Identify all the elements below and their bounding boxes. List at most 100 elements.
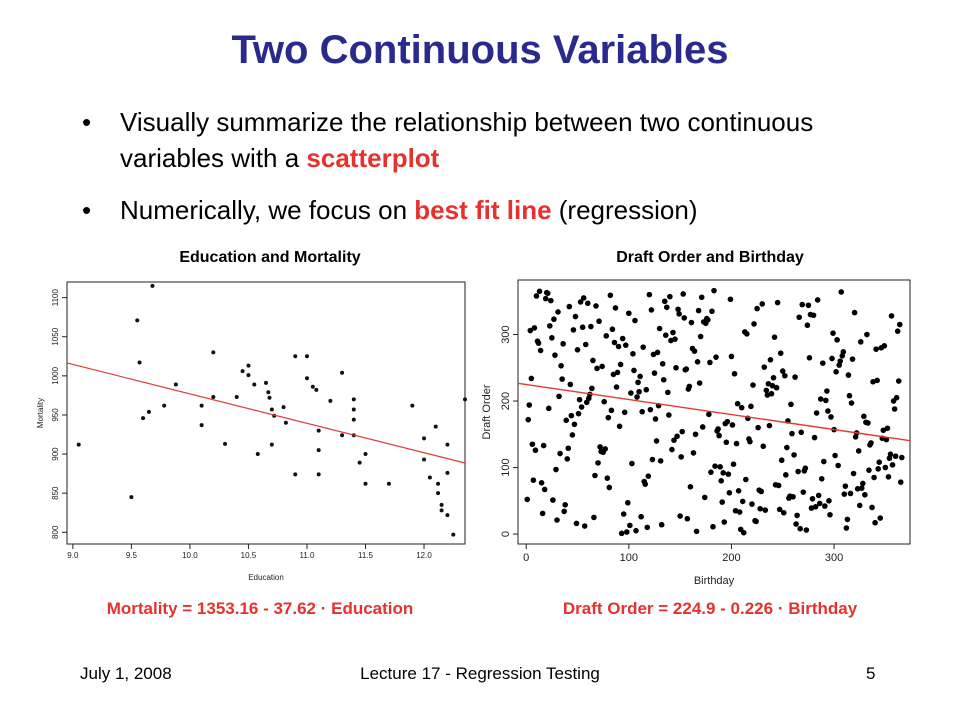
scatter-point — [858, 485, 865, 491]
scatter-point — [707, 359, 713, 366]
scatter-point — [837, 358, 844, 364]
scatter-point — [565, 445, 572, 452]
scatter-point — [754, 305, 760, 312]
scatter-point — [815, 492, 822, 499]
scatter-point — [865, 420, 871, 426]
scatter-point — [811, 434, 818, 441]
scatter-point — [800, 489, 807, 495]
scatter-point — [701, 494, 708, 501]
scatter-point — [723, 439, 730, 446]
scatter-point — [877, 515, 884, 521]
scatter-point — [445, 513, 450, 518]
scatter-point — [760, 443, 767, 450]
scatter-point — [665, 389, 671, 396]
equation-draft: Draft Order = 224.9 - 0.226 · Birthday — [562, 599, 858, 618]
scatter-point — [316, 472, 321, 477]
scatter-point — [687, 484, 694, 490]
scatter-point — [861, 413, 867, 420]
scatter-point — [696, 380, 703, 386]
scatter-point — [840, 349, 847, 355]
scatter-point — [595, 460, 601, 466]
scatter-point — [747, 438, 753, 445]
scatter-point — [647, 406, 654, 413]
scatter-point — [833, 368, 839, 375]
scatter-point — [881, 343, 888, 349]
scatter-point — [316, 428, 321, 433]
scatter-point — [552, 352, 558, 358]
scatter-point — [422, 436, 427, 441]
scatter-point — [885, 474, 892, 480]
scatter-point — [848, 400, 855, 406]
scatter-point — [638, 513, 644, 520]
x-tick-label: 12.0 — [416, 551, 432, 560]
scatter-point — [575, 410, 582, 417]
scatter-point — [616, 423, 623, 430]
scatter-point — [697, 333, 704, 340]
scatter-point — [743, 476, 749, 483]
scatter-point — [614, 369, 621, 376]
scatter-point — [619, 335, 626, 342]
scatter-point — [673, 364, 679, 371]
scatter-point — [555, 309, 561, 315]
scatter-point — [672, 336, 678, 342]
scatter-point — [727, 296, 734, 303]
scatter-point — [892, 453, 899, 460]
scatter-point — [778, 457, 785, 464]
scatter-point — [739, 498, 746, 505]
scatter-point — [819, 360, 826, 366]
bullet-highlight: best fit line — [414, 195, 552, 225]
scatter-point — [838, 289, 845, 295]
x-tick-label: 10.5 — [241, 551, 257, 560]
scatter-point — [557, 450, 563, 457]
scatter-point — [589, 385, 595, 392]
scatter-point — [871, 474, 877, 481]
scatter-point — [549, 335, 555, 341]
scatter-point — [663, 304, 670, 311]
scatter-point — [433, 424, 438, 429]
scatter-point — [563, 417, 570, 424]
scatter-point — [141, 416, 146, 421]
scatter-point — [824, 388, 830, 394]
plot-title-draft: Draft Order and Birthday — [616, 249, 804, 266]
scatter-point — [864, 331, 870, 338]
scatter-point — [826, 497, 832, 504]
scatter-point — [710, 523, 716, 530]
scatter-point — [573, 520, 580, 527]
scatter-point — [856, 502, 863, 509]
scatter-point — [630, 351, 636, 357]
scatter-point — [887, 451, 894, 458]
scatter-point — [828, 414, 834, 420]
scatter-point — [846, 392, 853, 399]
scatter-point — [691, 348, 698, 354]
scatter-point — [740, 529, 747, 536]
scatter-point — [873, 346, 879, 352]
scatter-point — [771, 334, 778, 340]
scatter-point — [603, 333, 610, 339]
scatter-point — [629, 460, 635, 467]
scatter-point — [719, 499, 726, 505]
scatter-point — [818, 476, 825, 482]
scatter-point — [866, 467, 872, 473]
scatter-point — [698, 294, 705, 301]
scatter-point — [659, 360, 666, 367]
scatter-point — [223, 441, 228, 446]
scatter-point — [693, 528, 700, 535]
scatter-point — [607, 292, 614, 299]
scatter-point — [705, 317, 711, 323]
scatter-point — [854, 486, 861, 492]
scatter-point — [671, 437, 677, 444]
scatter-point — [255, 452, 260, 457]
scatter-point — [537, 347, 544, 354]
scatter-point — [795, 468, 801, 475]
scatter-point — [751, 321, 757, 327]
scatter-point — [817, 396, 824, 402]
scatter-point — [766, 422, 773, 429]
scatter-point — [570, 327, 577, 333]
scatter-point — [340, 370, 345, 375]
scatter-point — [643, 386, 650, 393]
x-tick-label: 0 — [523, 552, 529, 564]
scatter-point — [882, 464, 889, 471]
scatter-point — [889, 462, 896, 468]
scatter-point — [613, 384, 620, 390]
scatter-point — [211, 350, 216, 355]
